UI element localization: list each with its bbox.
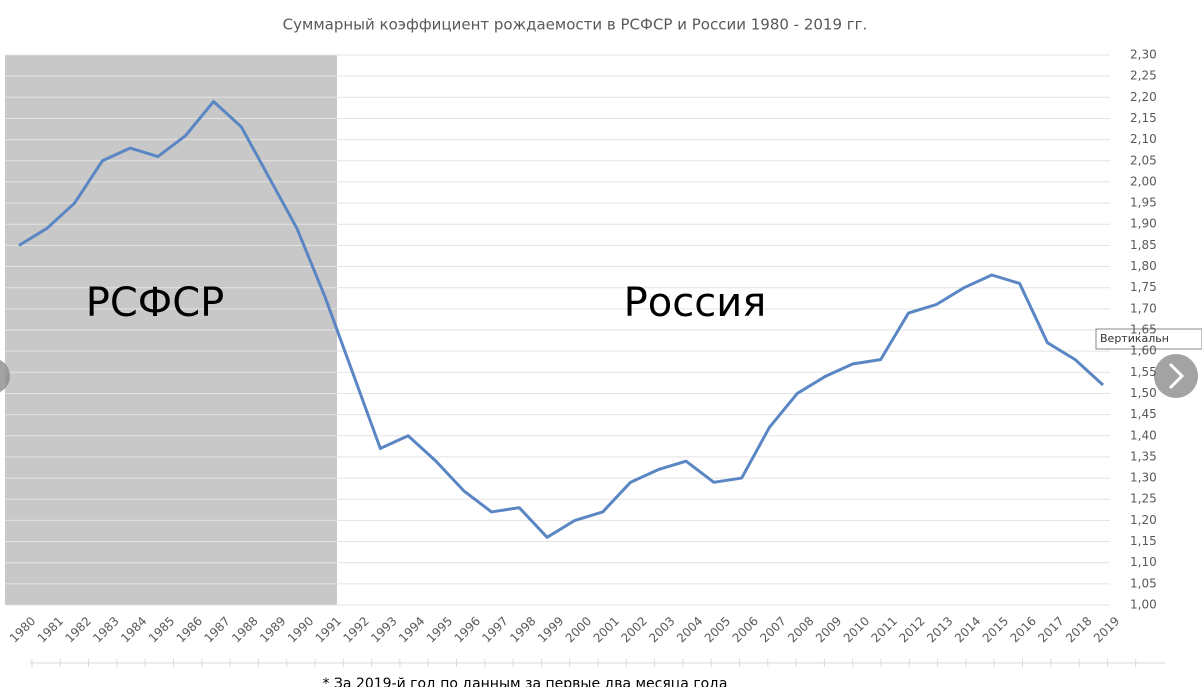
x-tick-label: 1988 [229, 614, 260, 645]
y-tick-label: 1,15 [1130, 534, 1157, 548]
tooltip-box [1095, 328, 1202, 350]
y-tick-label: 2,10 [1130, 132, 1157, 146]
y-tick-label: 1,30 [1130, 471, 1157, 485]
footnote: * За 2019-й год по данным за первые два … [322, 676, 727, 687]
y-tick-label: 1,05 [1130, 576, 1157, 590]
y-tick-label: 2,30 [1130, 48, 1157, 62]
y-tick-label: 1,70 [1130, 301, 1157, 315]
y-tick-label: 1,35 [1130, 449, 1157, 463]
x-tick-label: 1987 [201, 614, 232, 645]
x-tick-label: 1982 [62, 614, 93, 645]
y-tick-label: 1,00 [1130, 598, 1157, 612]
y-tick-label: 1,95 [1130, 196, 1157, 210]
x-tick-label: 2010 [841, 614, 872, 645]
x-tick-label: 2002 [618, 614, 649, 645]
x-tick-label: 1986 [174, 614, 205, 645]
x-tick-label: 1998 [507, 614, 538, 645]
y-tick-label: 1,90 [1130, 217, 1157, 231]
chart-title: Суммарный коэффициент рождаемости в РСФС… [283, 16, 868, 34]
x-tick-label: 2005 [702, 614, 733, 645]
x-tick-label: 2014 [952, 614, 983, 645]
x-tick-label: 2000 [563, 614, 594, 645]
x-tick-label: 2019 [1091, 614, 1122, 645]
x-tick-label: 2003 [646, 614, 677, 645]
y-tick-label: 1,45 [1130, 407, 1157, 421]
x-tick-label: 2006 [730, 614, 761, 645]
x-tick-label: 2001 [591, 614, 622, 645]
x-tick-label: 1994 [396, 614, 427, 645]
x-tick-label: 2012 [896, 614, 927, 645]
x-tick-label: 1996 [452, 614, 483, 645]
x-tick-label: 1999 [535, 614, 566, 645]
x-tick-label: 1980 [7, 614, 38, 645]
x-tick-label: 2004 [674, 614, 705, 645]
x-tick-label: 1983 [90, 614, 121, 645]
prev-button[interactable] [0, 358, 10, 394]
data-line [18, 100, 1105, 539]
x-tick-label: 2008 [785, 614, 816, 645]
x-tick-label: 2018 [1063, 614, 1094, 645]
y-tick-label: 1,80 [1130, 259, 1157, 273]
tooltip: Вертикальн [1100, 332, 1169, 345]
y-tick-label: 2,00 [1130, 174, 1157, 188]
x-tick-label: 1997 [479, 614, 510, 645]
y-tick-label: 1,60 [1130, 344, 1157, 358]
y-tick-label: 1,10 [1130, 555, 1157, 569]
y-tick-label: 2,05 [1130, 153, 1157, 167]
annotation: РСФСР [86, 280, 225, 326]
y-tick-label: 1,50 [1130, 386, 1157, 400]
x-tick-label: 2017 [1035, 614, 1066, 645]
next-icon [1168, 362, 1185, 390]
y-tick-label: 1,85 [1130, 238, 1157, 252]
x-tick-label: 2007 [757, 614, 788, 645]
y-tick-label: 2,20 [1130, 90, 1157, 104]
y-tick-label: 1,40 [1130, 428, 1157, 442]
x-tick-label: 1984 [118, 614, 149, 645]
x-tick-label: 2015 [980, 614, 1011, 645]
y-tick-label: 1,55 [1130, 365, 1157, 379]
x-tick-label: 1993 [368, 614, 399, 645]
x-tick-label: 1981 [35, 614, 66, 645]
y-tick-label: 1,65 [1130, 323, 1157, 337]
annotation: Россия [624, 280, 767, 326]
x-tick-label: 1991 [313, 614, 344, 645]
y-tick-label: 2,25 [1130, 69, 1157, 83]
x-tick-label: 1990 [285, 614, 316, 645]
x-tick-label: 1992 [340, 614, 371, 645]
grid [5, 54, 1110, 606]
x-tick-label: 2011 [869, 614, 900, 645]
next-button[interactable] [1154, 354, 1198, 398]
y-tick-label: 2,15 [1130, 111, 1157, 125]
y-tick-label: 1,75 [1130, 280, 1157, 294]
x-tick-label: 2013 [924, 614, 955, 645]
y-tick-label: 1,20 [1130, 513, 1157, 527]
x-tick-label: 1989 [257, 614, 288, 645]
x-tick-label: 1985 [146, 614, 177, 645]
y-tick-label: 1,25 [1130, 492, 1157, 506]
x-tick-label: 2016 [1008, 614, 1039, 645]
x-tick-label: 2009 [813, 614, 844, 645]
x-tick-label: 1995 [424, 614, 455, 645]
